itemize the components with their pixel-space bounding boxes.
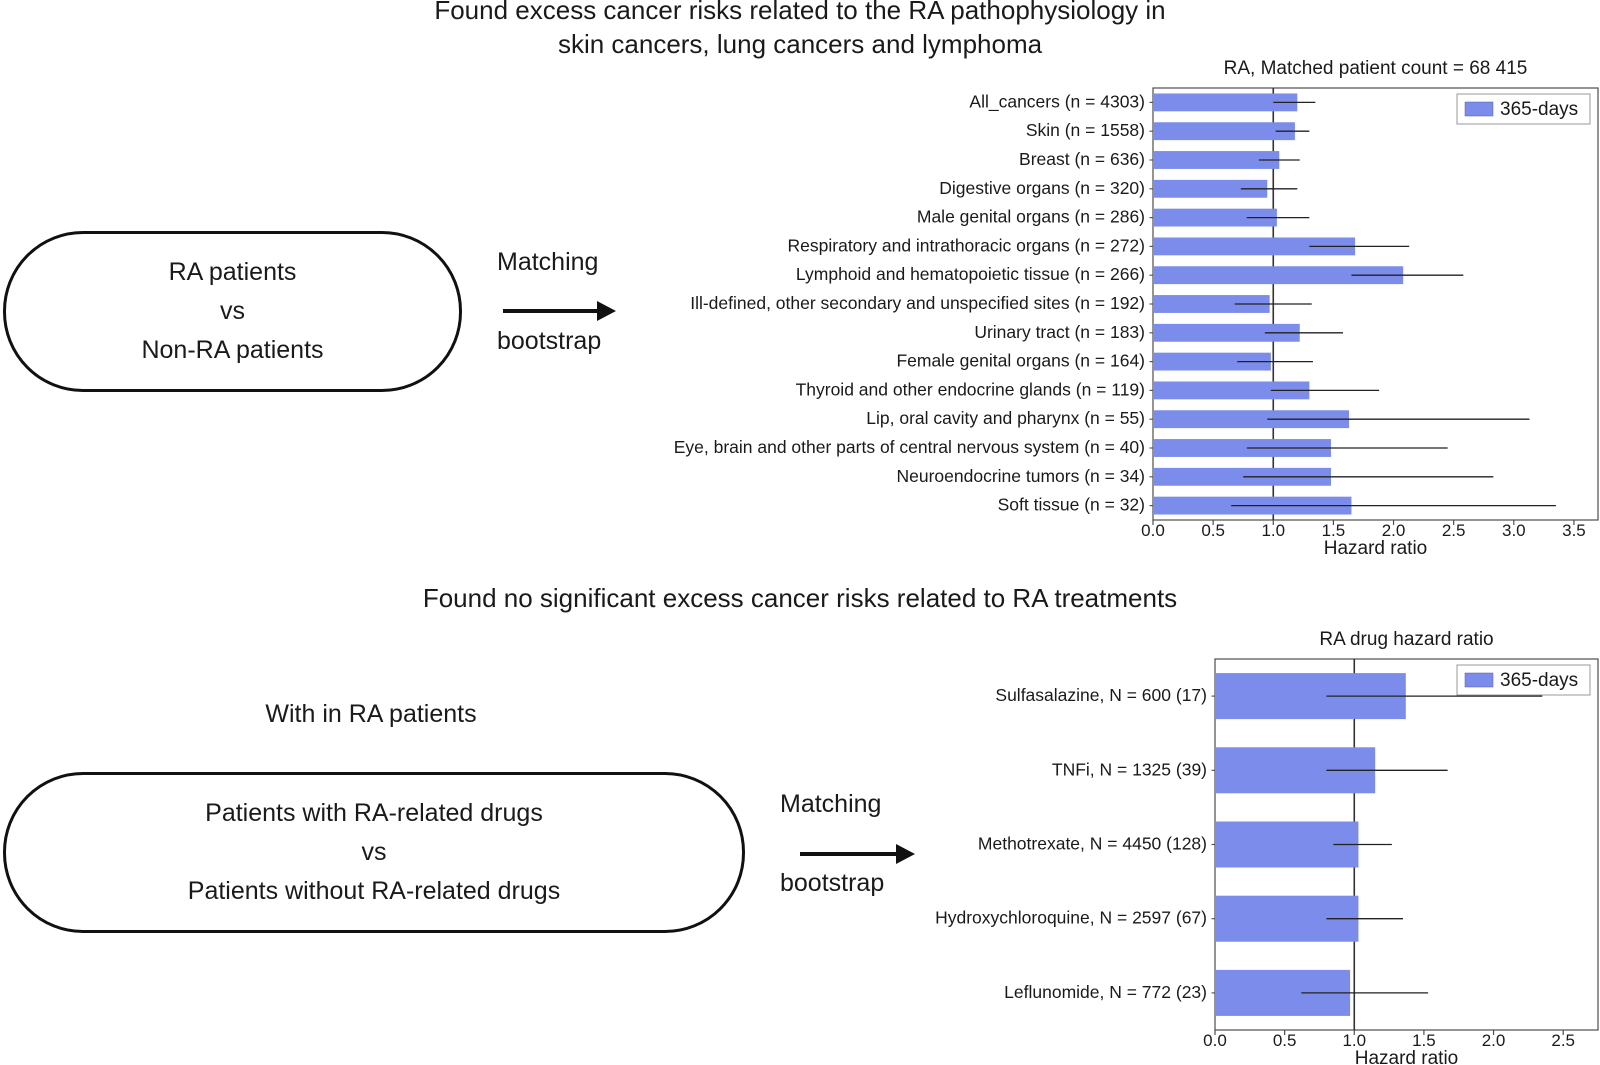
svg-text:0.0: 0.0 bbox=[1203, 1031, 1227, 1050]
svg-text:Leflunomide, N = 772 (23): Leflunomide, N = 772 (23) bbox=[1004, 982, 1207, 1002]
svg-text:0.5: 0.5 bbox=[1273, 1031, 1297, 1050]
svg-text:Sulfasalazine, N = 600 (17): Sulfasalazine, N = 600 (17) bbox=[995, 685, 1207, 705]
svg-text:2.0: 2.0 bbox=[1482, 1031, 1506, 1050]
svg-text:RA drug hazard ratio: RA drug hazard ratio bbox=[1319, 629, 1493, 650]
svg-text:Hazard ratio: Hazard ratio bbox=[1355, 1048, 1459, 1065]
svg-text:Methotrexate, N = 4450 (128): Methotrexate, N = 4450 (128) bbox=[978, 834, 1207, 854]
svg-text:2.5: 2.5 bbox=[1551, 1031, 1575, 1050]
svg-text:TNFi, N = 1325 (39): TNFi, N = 1325 (39) bbox=[1052, 759, 1207, 779]
svg-text:Hydroxychloroquine, N = 2597 (: Hydroxychloroquine, N = 2597 (67) bbox=[935, 908, 1207, 928]
svg-text:365-days: 365-days bbox=[1500, 670, 1578, 691]
